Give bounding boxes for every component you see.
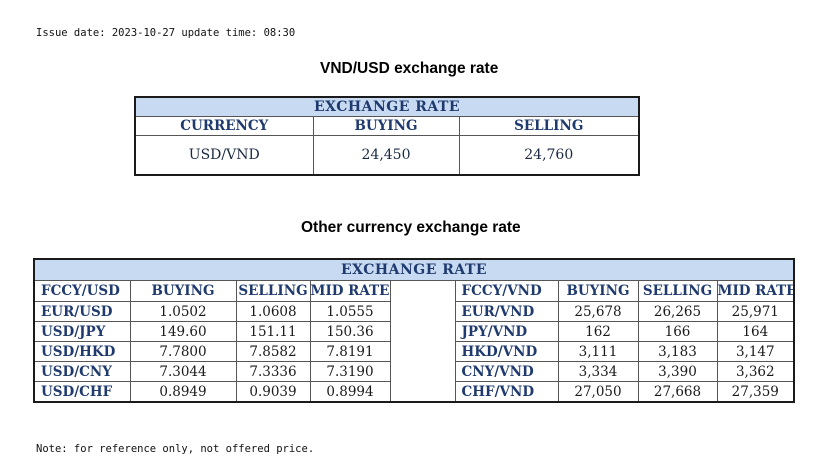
column-header-mid-rate: MID RATE [716, 280, 795, 302]
mid-rate-cell: 7.8191 [309, 341, 391, 362]
pair-cell: HKD/VND [454, 341, 559, 362]
table-title: EXCHANGE RATE [33, 258, 795, 281]
column-header-mid-rate: MID RATE [309, 280, 391, 302]
table-row: USD/HKD 7.7800 7.8582 7.8191 HKD/VND 3,1… [33, 341, 795, 362]
buying-cell: 7.3044 [129, 361, 237, 382]
column-header-selling: SELLING [458, 116, 640, 136]
column-header-buying: BUYING [129, 280, 237, 302]
table-row: USD/CHF 0.8949 0.9039 0.8994 CHF/VND 27,… [33, 381, 795, 403]
pair-cell: USD/CHF [33, 381, 131, 403]
issue-date-line: Issue date: 2023-10-27 update time: 08:3… [36, 27, 296, 39]
pair-cell: USD/CNY [33, 361, 131, 382]
buying-cell: 7.7800 [129, 341, 237, 362]
selling-cell: 0.9039 [235, 381, 311, 403]
pair-cell: JPY/VND [454, 321, 559, 342]
footnote: Note: for reference only, not offered pr… [36, 443, 315, 455]
table-row: USD/CNY 7.3044 7.3336 7.3190 CNY/VND 3,3… [33, 361, 795, 382]
mid-rate-cell: 164 [716, 321, 795, 342]
selling-cell: 27,668 [637, 381, 718, 403]
other-currency-heading: Other currency exchange rate [301, 219, 521, 236]
selling-cell: 3,183 [637, 341, 718, 362]
column-header-selling: SELLING [235, 280, 311, 302]
other-currency-rate-table: EXCHANGE RATE FCCY/USD BUYING SELLING MI… [33, 258, 796, 403]
vnd-usd-heading: VND/USD exchange rate [320, 60, 499, 77]
buying-cell: 0.8949 [129, 381, 237, 403]
selling-cell: 3,390 [637, 361, 718, 382]
table-row: EUR/USD 1.0502 1.0608 1.0555 EUR/VND 25,… [33, 301, 795, 322]
buying-cell: 1.0502 [129, 301, 237, 322]
buying-cell: 25,678 [557, 301, 639, 322]
table-row: USD/VND 24,450 24,760 [134, 135, 640, 176]
spacer-cell [389, 381, 456, 402]
pair-cell: CHF/VND [454, 381, 559, 403]
buying-cell: 3,111 [557, 341, 639, 362]
spacer-cell [389, 361, 456, 382]
mid-rate-cell: 0.8994 [309, 381, 391, 403]
column-header-currency: CURRENCY [134, 116, 314, 136]
buying-cell: 27,050 [557, 381, 639, 403]
mid-rate-cell: 25,971 [716, 301, 795, 322]
table-title: EXCHANGE RATE [134, 96, 640, 117]
currency-cell: USD/VND [134, 135, 314, 176]
selling-cell: 151.11 [235, 321, 311, 342]
buying-cell: 162 [557, 321, 639, 342]
buying-cell: 24,450 [312, 135, 460, 176]
column-header-buying: BUYING [312, 116, 460, 136]
column-header-fccy-usd: FCCY/USD [33, 280, 131, 302]
mid-rate-cell: 7.3190 [309, 361, 391, 382]
column-header-selling: SELLING [637, 280, 718, 302]
vnd-usd-rate-table: EXCHANGE RATE CURRENCY BUYING SELLING US… [134, 96, 641, 176]
spacer-cell [389, 280, 456, 302]
pair-cell: EUR/VND [454, 301, 559, 322]
selling-cell: 26,265 [637, 301, 718, 322]
mid-rate-cell: 3,147 [716, 341, 795, 362]
pair-cell: USD/JPY [33, 321, 131, 342]
pair-cell: EUR/USD [33, 301, 131, 322]
table-row: USD/JPY 149.60 151.11 150.36 JPY/VND 162… [33, 321, 795, 342]
mid-rate-cell: 27,359 [716, 381, 795, 403]
buying-cell: 149.60 [129, 321, 237, 342]
pair-cell: CNY/VND [454, 361, 559, 382]
selling-cell: 24,760 [458, 135, 640, 176]
mid-rate-cell: 150.36 [309, 321, 391, 342]
selling-cell: 1.0608 [235, 301, 311, 322]
column-header-fccy-vnd: FCCY/VND [454, 280, 559, 302]
spacer-cell [389, 321, 456, 342]
buying-cell: 3,334 [557, 361, 639, 382]
selling-cell: 7.8582 [235, 341, 311, 362]
mid-rate-cell: 3,362 [716, 361, 795, 382]
spacer-cell [389, 341, 456, 362]
mid-rate-cell: 1.0555 [309, 301, 391, 322]
spacer-cell [389, 301, 456, 322]
pair-cell: USD/HKD [33, 341, 131, 362]
selling-cell: 166 [637, 321, 718, 342]
column-header-buying: BUYING [557, 280, 639, 302]
selling-cell: 7.3336 [235, 361, 311, 382]
